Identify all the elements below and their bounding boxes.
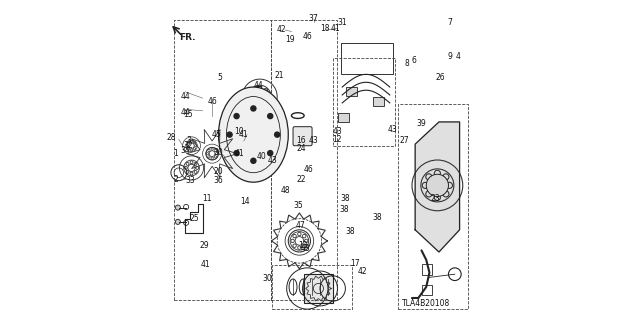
Text: 13: 13 xyxy=(298,241,307,250)
Text: 27: 27 xyxy=(399,136,409,146)
Text: 34: 34 xyxy=(180,146,190,155)
Text: 43: 43 xyxy=(333,127,342,136)
Text: 2: 2 xyxy=(173,174,178,184)
Text: 26: 26 xyxy=(436,73,445,82)
Text: 30: 30 xyxy=(263,275,273,284)
Circle shape xyxy=(268,114,273,119)
Text: 3: 3 xyxy=(186,136,191,146)
Text: 46: 46 xyxy=(304,165,314,174)
Circle shape xyxy=(251,106,256,111)
Text: 20: 20 xyxy=(214,167,223,176)
Ellipse shape xyxy=(218,87,288,182)
Text: 30: 30 xyxy=(214,148,223,156)
Text: 35: 35 xyxy=(293,202,303,211)
Text: 23: 23 xyxy=(431,194,440,203)
Text: 16: 16 xyxy=(296,136,306,146)
Text: 44: 44 xyxy=(253,81,263,90)
Text: 11: 11 xyxy=(203,194,212,203)
Text: 28: 28 xyxy=(166,133,175,142)
Ellipse shape xyxy=(294,127,311,145)
Text: 39: 39 xyxy=(417,119,426,128)
Text: 43: 43 xyxy=(301,244,310,253)
Text: 22: 22 xyxy=(296,174,306,184)
Text: 46: 46 xyxy=(303,32,312,41)
FancyBboxPatch shape xyxy=(293,127,312,146)
FancyBboxPatch shape xyxy=(304,274,333,303)
Circle shape xyxy=(227,132,232,137)
Text: 42: 42 xyxy=(358,267,367,276)
FancyBboxPatch shape xyxy=(346,87,357,96)
Text: 18: 18 xyxy=(320,24,330,33)
Text: 38: 38 xyxy=(346,227,355,236)
Text: 41: 41 xyxy=(201,260,211,269)
Text: 29: 29 xyxy=(200,241,209,250)
FancyBboxPatch shape xyxy=(339,113,349,122)
Circle shape xyxy=(175,219,180,224)
Text: 17: 17 xyxy=(350,259,360,268)
Text: 25: 25 xyxy=(190,214,200,223)
Text: 45: 45 xyxy=(212,130,222,139)
Circle shape xyxy=(234,114,239,119)
Circle shape xyxy=(275,132,280,137)
Circle shape xyxy=(234,151,239,156)
Text: 47: 47 xyxy=(296,220,306,229)
Text: 9: 9 xyxy=(447,52,452,61)
Text: 12: 12 xyxy=(333,135,342,144)
Text: 44: 44 xyxy=(180,92,190,101)
Circle shape xyxy=(175,205,180,210)
Text: 43: 43 xyxy=(308,136,319,146)
Text: 7: 7 xyxy=(447,18,452,27)
Text: 8: 8 xyxy=(405,59,410,68)
Text: 21: 21 xyxy=(274,71,284,80)
Text: 32: 32 xyxy=(184,141,193,150)
Text: 6: 6 xyxy=(411,56,416,65)
Text: 41: 41 xyxy=(331,24,340,33)
Text: 15: 15 xyxy=(184,109,193,118)
Circle shape xyxy=(426,174,449,196)
Text: 24: 24 xyxy=(296,144,306,153)
Text: 5: 5 xyxy=(218,73,223,82)
Text: 36: 36 xyxy=(214,176,223,185)
Circle shape xyxy=(268,151,273,156)
Text: 37: 37 xyxy=(308,14,319,23)
Text: 1: 1 xyxy=(173,149,178,158)
Text: 43: 43 xyxy=(268,156,277,164)
Text: 4: 4 xyxy=(456,52,460,61)
Text: 31: 31 xyxy=(337,18,347,27)
Text: 46: 46 xyxy=(207,97,217,106)
Text: 38: 38 xyxy=(372,212,382,222)
Polygon shape xyxy=(415,122,460,252)
Text: 38: 38 xyxy=(339,205,349,214)
Text: FR.: FR. xyxy=(179,33,196,42)
Text: 41: 41 xyxy=(239,130,249,139)
Text: TLA4B20108: TLA4B20108 xyxy=(402,299,450,308)
Text: 40: 40 xyxy=(257,152,266,161)
FancyBboxPatch shape xyxy=(373,97,384,106)
Text: 42: 42 xyxy=(277,25,287,35)
Text: 10: 10 xyxy=(234,127,244,136)
Text: 19: 19 xyxy=(285,35,294,44)
Text: 14: 14 xyxy=(241,197,250,206)
Text: 33: 33 xyxy=(185,176,195,185)
Circle shape xyxy=(251,158,256,163)
Text: 48: 48 xyxy=(280,186,290,195)
Text: 41: 41 xyxy=(234,149,244,158)
Text: 44: 44 xyxy=(180,108,190,117)
Text: 43: 43 xyxy=(388,125,398,134)
Text: 38: 38 xyxy=(340,194,350,203)
